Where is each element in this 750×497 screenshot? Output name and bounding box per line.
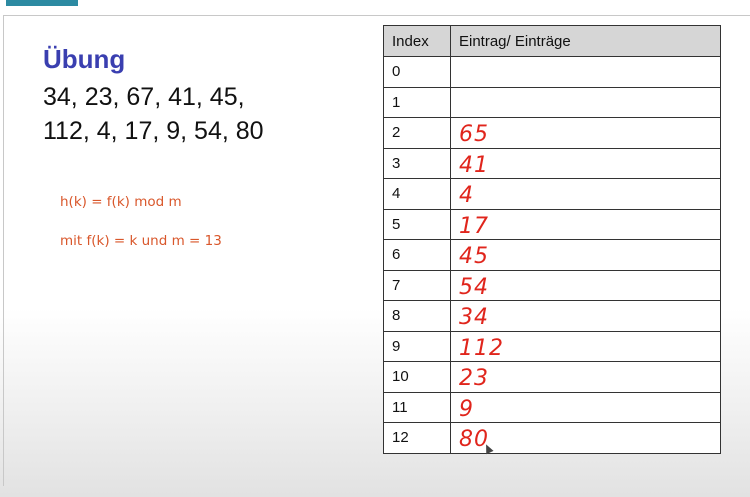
table-row: 11 9	[383, 391, 721, 423]
row-index: 2	[383, 117, 451, 149]
table-row: 12 80	[383, 422, 721, 454]
row-entry-cell: 54	[450, 269, 721, 301]
table-row: 6 45	[383, 239, 721, 271]
row-entry-cell: 41	[450, 147, 721, 179]
table-row: 5 17	[383, 208, 721, 240]
row-entry-cell: 23	[450, 361, 721, 393]
row-index: 7	[383, 269, 451, 301]
table-row: 3 41	[383, 147, 721, 179]
handwritten-entry: 65	[459, 122, 489, 148]
numbers-line-2: 112, 4, 17, 9, 54, 80	[43, 117, 264, 145]
row-index: 11	[383, 391, 451, 423]
row-entry-cell: 112	[450, 330, 721, 362]
row-index: 12	[383, 422, 451, 454]
hash-parameters: mit f(k) = k und m = 13	[60, 233, 222, 249]
row-entry-cell: 45	[450, 239, 721, 271]
row-entry-cell	[450, 86, 721, 118]
handwritten-entry: 23	[459, 366, 489, 392]
handwritten-entry: 41	[459, 152, 489, 178]
handwritten-entry: 112	[459, 335, 504, 361]
handwritten-entry: 54	[459, 274, 489, 300]
row-index: 5	[383, 208, 451, 240]
slide-title: Übung	[43, 44, 126, 74]
row-index: 1	[383, 86, 451, 118]
hash-table: Index Eintrag/ Einträge 0 1 2 65 3 41 4 4 5 17 6 45…	[383, 25, 721, 454]
row-entry-cell: 80	[450, 422, 721, 454]
row-entry-cell: 4	[450, 178, 721, 210]
row-entry-cell: 9	[450, 391, 721, 423]
handwritten-entry: 9	[459, 396, 474, 422]
slide-frame	[3, 15, 750, 486]
accent-bar	[6, 0, 78, 6]
table-row: 8 34	[383, 300, 721, 332]
table-row: 0	[383, 56, 721, 88]
row-index: 3	[383, 147, 451, 179]
row-entry-cell: 34	[450, 300, 721, 332]
table-row: 2 65	[383, 117, 721, 149]
row-index: 9	[383, 330, 451, 362]
table-header-row: Index Eintrag/ Einträge	[383, 25, 721, 57]
handwritten-entry: 45	[459, 244, 489, 270]
numbers-line-1: 34, 23, 67, 41, 45,	[43, 83, 245, 111]
handwritten-entry: 17	[459, 213, 489, 239]
row-entry-cell: 65	[450, 117, 721, 149]
row-entry-cell: 17	[450, 208, 721, 240]
row-index: 4	[383, 178, 451, 210]
handwritten-entry: 4	[459, 183, 474, 209]
row-index: 10	[383, 361, 451, 393]
header-index: Index	[383, 25, 451, 57]
row-index: 8	[383, 300, 451, 332]
handwritten-entry: 80	[459, 427, 489, 453]
table-row: 9 112	[383, 330, 721, 362]
header-entries: Eintrag/ Einträge	[450, 25, 721, 57]
table-row: 10 23	[383, 361, 721, 393]
row-index: 6	[383, 239, 451, 271]
hash-formula: h(k) = f(k) mod m	[60, 194, 182, 210]
table-row: 1	[383, 86, 721, 118]
exercise-numbers: 34, 23, 67, 41, 45, 112, 4, 17, 9, 54, 8…	[43, 80, 264, 148]
table-row: 7 54	[383, 269, 721, 301]
row-index: 0	[383, 56, 451, 88]
handwritten-entry: 34	[459, 305, 489, 331]
row-entry-cell	[450, 56, 721, 88]
